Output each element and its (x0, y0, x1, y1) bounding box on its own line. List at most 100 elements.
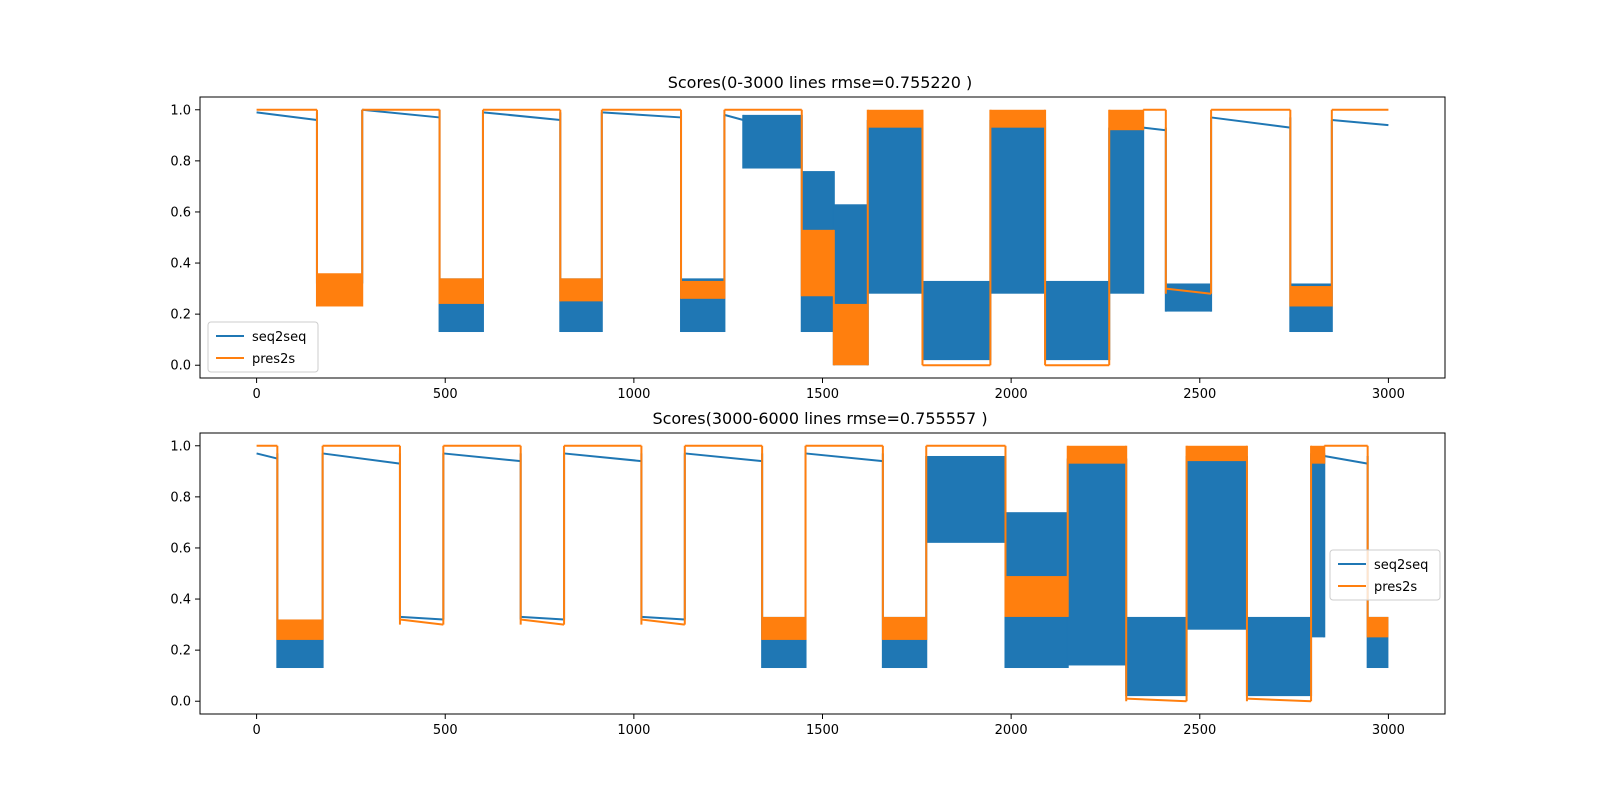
chart-bottom-x-tick-label-3: 1500 (806, 723, 839, 738)
chart-bottom-pres2s-band-14 (1067, 445, 1127, 464)
chart-bottom-pres2s-segment-5 (520, 618, 565, 626)
chart-bottom-pres2s-band-18 (1311, 445, 1325, 464)
chart-top-legend-label-pres2s: pres2s (252, 352, 295, 367)
chart-bottom-x-tick-label-4: 2000 (995, 723, 1028, 738)
chart-bottom-pres2s-segment-17 (1246, 697, 1312, 703)
chart-bottom-seq2seq-band-16 (1186, 455, 1247, 630)
chart-top-seq2seq-band-18 (1165, 283, 1212, 312)
chart-top-y-tick-label-1: 0.2 (170, 308, 191, 323)
chart-bottom-pres2s-band-16 (1186, 445, 1247, 462)
chart-top-pres2s-segment-17 (1165, 287, 1212, 295)
chart-bottom-seq2seq-band-17 (1246, 616, 1312, 697)
chart-top-pres2s-band-10 (833, 303, 868, 366)
chart-top-plot (256, 108, 1389, 367)
chart-bottom-series-pres2s (256, 444, 1389, 703)
chart-bottom-pres2s-band-20 (1367, 616, 1389, 638)
chart-bottom-x-tick-label-0: 0 (252, 723, 260, 738)
chart-bottom-legend-label-seq2seq: seq2seq (1374, 558, 1428, 573)
chart-top-y-tick-label-0: 0.0 (170, 359, 191, 374)
chart-bottom-x-tick-label-5: 2500 (1183, 723, 1216, 738)
chart-bottom-pres2s-segment-7 (641, 618, 685, 626)
chart-bottom-legend: seq2seq pres2s (1329, 549, 1441, 601)
chart-bottom-title: Scores(3000-6000 lines rmse=0.755557 ) (652, 409, 987, 428)
chart-top-pres2s-band-3 (439, 278, 483, 304)
chart-top-pres2s-band-15 (1109, 109, 1144, 131)
chart-bottom-seq2seq-band-15 (1126, 616, 1187, 697)
chart-bottom-legend-label-pres2s: pres2s (1374, 580, 1417, 595)
chart-top-seq2seq-segment-17 (1143, 126, 1166, 132)
chart-bottom-y-tick-label-4: 0.8 (170, 490, 191, 505)
chart-top-seq2seq-segment-6 (601, 111, 682, 119)
chart-top-pres2s-band-13 (990, 109, 1046, 128)
chart-top-y-tick-label-2: 0.4 (170, 257, 191, 272)
chart-bottom-x-tick-label-6: 3000 (1372, 723, 1405, 738)
chart-top-pres2s-band-5 (560, 278, 602, 302)
chart-bottom-pres2s-segment-15 (1126, 697, 1187, 703)
chart-top-seq2seq-band-15 (1045, 280, 1110, 361)
chart-bottom-y-tick-label-1: 0.2 (170, 644, 191, 659)
chart-top-x-tick-label-4: 2000 (995, 387, 1028, 402)
chart-bottom-seq2seq-segment-3 (399, 615, 444, 621)
chart-bottom-y-tick-label-0: 0.0 (170, 695, 191, 710)
chart-top-x-axis: 0 500 1000 1500 2000 2500 3000 (252, 378, 1405, 402)
chart-top-legend-label-seq2seq: seq2seq (252, 330, 306, 345)
chart-bottom-pres2s-band-11 (882, 616, 927, 640)
chart-bottom-seq2seq-band-14 (1067, 458, 1127, 666)
chart-bottom-seq2seq-segment-7 (641, 615, 685, 621)
chart-top-seq2seq-segment-21 (1331, 118, 1389, 127)
chart-bottom-seq2seq-band-18 (1311, 453, 1325, 638)
chart-bottom-pres2s-band-9 (762, 616, 806, 640)
chart-top-pres2s-band-7 (681, 280, 725, 299)
chart-bottom-seq2seq-band-12 (926, 455, 1006, 543)
chart-bottom-y-axis: 0.0 0.2 0.4 0.6 0.8 1.0 (170, 439, 200, 710)
chart-top-seq2seq-segment-0 (256, 111, 318, 121)
chart-top-y-tick-label-5: 1.0 (170, 103, 191, 118)
chart-top-seq2seq-segment-2 (362, 108, 440, 119)
chart-top-legend: seq2seq pres2s (207, 321, 319, 373)
chart-top-pres2s-band-9 (801, 229, 834, 297)
chart-top-title: Scores(0-3000 lines rmse=0.755220 ) (668, 73, 973, 92)
chart-bottom-y-tick-label-2: 0.4 (170, 593, 191, 608)
chart-bottom-seq2seq-segment-19 (1324, 455, 1368, 465)
chart-bottom-x-tick-label-1: 500 (433, 723, 458, 738)
chart-top-x-tick-label-0: 0 (252, 387, 260, 402)
chart-top-x-tick-label-2: 1000 (617, 387, 650, 402)
chart-top-y-tick-label-3: 0.6 (170, 205, 191, 220)
chart-bottom: Scores(3000-6000 lines rmse=0.755557 ) 0… (170, 409, 1446, 738)
chart-bottom-pres2s-segment-3 (399, 618, 444, 626)
chart-bottom-seq2seq-segment-6 (563, 452, 642, 463)
chart-top-legend-box (207, 321, 319, 373)
chart-bottom-seq2seq-segment-4 (443, 452, 521, 463)
chart-bottom-seq2seq-segment-10 (805, 452, 883, 463)
chart-top-x-tick-label-1: 500 (433, 387, 458, 402)
chart-top-seq2seq-segment-8 (724, 113, 744, 121)
chart-top: Scores(0-3000 lines rmse=0.755220 ) 0 500… (170, 73, 1446, 402)
chart-top-pres2s-band-1 (316, 273, 363, 307)
chart-bottom-y-tick-label-3: 0.6 (170, 541, 191, 556)
chart-top-y-tick-label-4: 0.8 (170, 154, 191, 169)
chart-top-seq2seq-band-13 (922, 280, 991, 361)
chart-bottom-pres2s-band-13 (1005, 576, 1068, 617)
chart-top-x-tick-label-3: 1500 (806, 387, 839, 402)
chart-top-seq2seq-band-9 (743, 114, 802, 169)
chart-top-pres2s-band-19 (1290, 286, 1332, 307)
chart-bottom-seq2seq-segment-8 (684, 452, 763, 463)
chart-top-pres2s-band-11 (867, 109, 923, 128)
chart-bottom-seq2seq-segment-0 (256, 452, 278, 460)
chart-bottom-plot (256, 444, 1389, 703)
chart-bottom-seq2seq-segment-5 (520, 615, 565, 621)
chart-top-seq2seq-band-14 (990, 119, 1046, 294)
chart-top-seq2seq-segment-4 (482, 111, 561, 121)
chart-top-y-axis: 0.0 0.2 0.4 0.6 0.8 1.0 (170, 103, 200, 374)
chart-bottom-legend-box (1329, 549, 1441, 601)
chart-top-series-pres2s (256, 108, 1389, 367)
chart-bottom-x-axis: 0 500 1000 1500 2000 2500 3000 (252, 714, 1405, 738)
chart-bottom-pres2s-band-1 (277, 619, 323, 640)
chart-top-seq2seq-band-16 (1109, 127, 1144, 294)
chart-top-x-tick-label-6: 3000 (1372, 387, 1405, 402)
chart-top-x-tick-label-5: 2500 (1183, 387, 1216, 402)
chart-top-seq2seq-segment-19 (1210, 116, 1291, 129)
chart-bottom-seq2seq-segment-2 (322, 452, 401, 465)
chart-bottom-y-tick-label-5: 1.0 (170, 439, 191, 454)
